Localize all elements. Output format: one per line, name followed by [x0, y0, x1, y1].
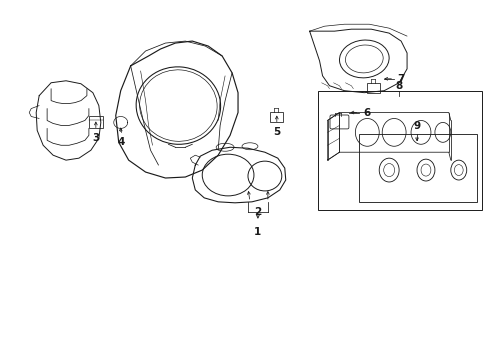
Text: 5: 5 — [273, 127, 280, 138]
Bar — [89, 117, 102, 129]
Bar — [366, 83, 380, 93]
Bar — [269, 112, 282, 122]
Text: 1: 1 — [254, 226, 261, 237]
Bar — [359, 134, 476, 202]
Bar — [317, 91, 481, 210]
Text: 2: 2 — [254, 207, 261, 217]
Text: 9: 9 — [413, 121, 420, 131]
Text: 7: 7 — [397, 74, 404, 84]
Text: 8: 8 — [395, 81, 402, 91]
Text: 6: 6 — [363, 108, 370, 117]
Text: 3: 3 — [92, 133, 99, 143]
Text: 4: 4 — [117, 137, 124, 147]
